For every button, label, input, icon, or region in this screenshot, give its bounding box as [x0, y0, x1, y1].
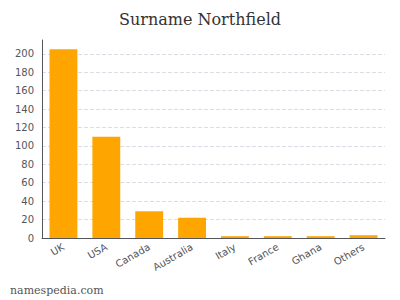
svg-text:Surname Northfield: Surname Northfield [119, 10, 281, 29]
svg-text:20: 20 [21, 214, 34, 225]
svg-text:60: 60 [21, 177, 34, 188]
svg-text:40: 40 [21, 196, 34, 207]
svg-text:100: 100 [15, 140, 34, 151]
svg-text:Canada: Canada [114, 241, 152, 270]
svg-text:140: 140 [15, 104, 34, 115]
svg-text:USA: USA [86, 241, 110, 261]
svg-text:120: 120 [15, 122, 34, 133]
svg-text:UK: UK [49, 241, 67, 258]
svg-text:160: 160 [15, 85, 34, 96]
svg-text:Italy: Italy [213, 241, 237, 261]
svg-text:Ghana: Ghana [290, 241, 324, 267]
svg-text:200: 200 [15, 48, 34, 59]
svg-text:namespedia.com: namespedia.com [10, 284, 104, 297]
svg-text:180: 180 [15, 67, 34, 78]
svg-text:0: 0 [28, 233, 34, 244]
svg-text:80: 80 [21, 159, 34, 170]
svg-text:Australia: Australia [151, 241, 195, 273]
svg-text:France: France [246, 241, 280, 267]
svg-text:Others: Others [332, 241, 367, 267]
